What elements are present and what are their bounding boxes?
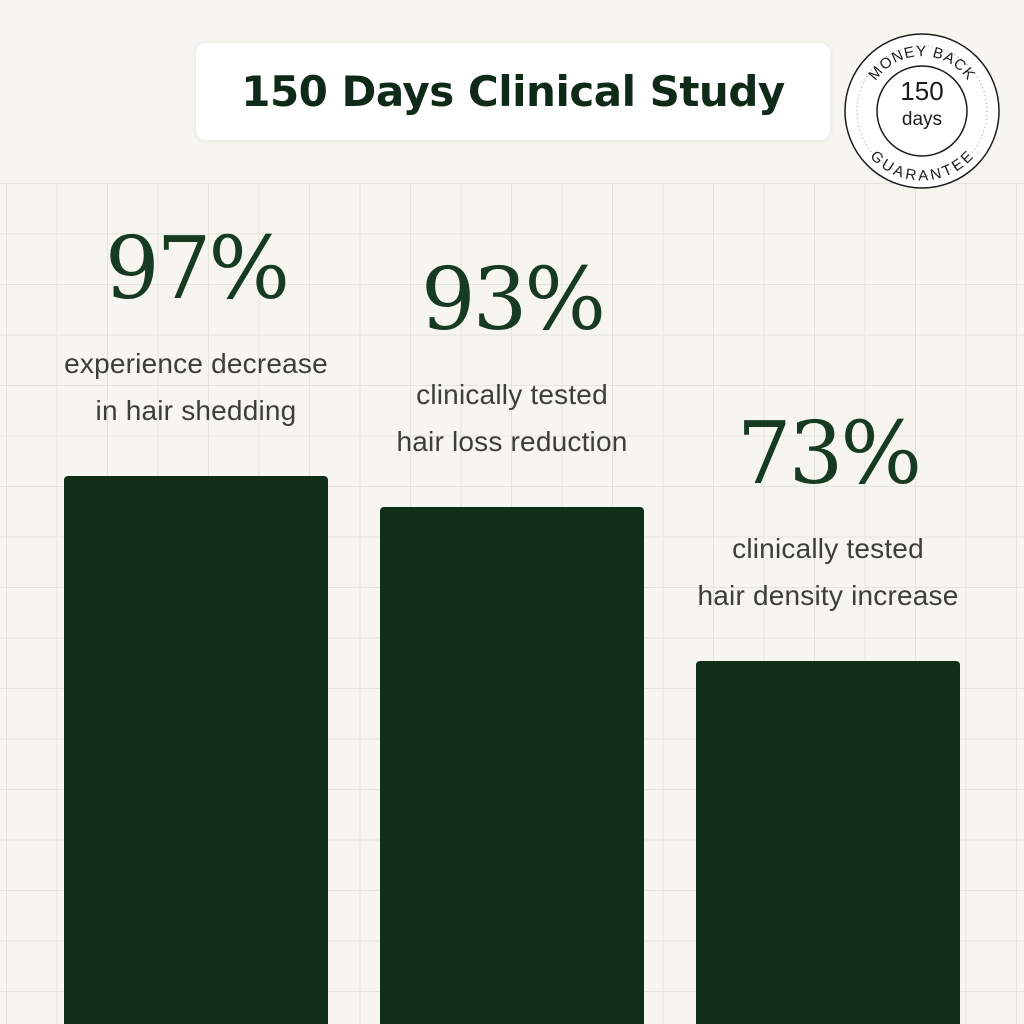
category-label-2-line-2: hair loss reduction — [396, 425, 628, 457]
bar-3 — [696, 661, 960, 1024]
badge-inner-ring — [876, 65, 968, 157]
value-label-2: 93% — [420, 249, 606, 350]
badge-unit: days — [902, 109, 942, 130]
bar-label-group-2: 93% clinically tested hair loss reduction — [352, 0, 672, 1024]
badge-outer-ring — [844, 33, 1000, 189]
value-label-3: 73% — [736, 404, 922, 504]
title-card: 150 Days Clinical Study — [196, 43, 830, 140]
category-label-1-line-1: experience decrease — [64, 348, 328, 379]
value-label-1: 97% — [104, 219, 290, 319]
badge-number: 150 — [900, 76, 943, 106]
bar-2 — [380, 506, 644, 1024]
money-back-guarantee-badge: MONEY BACK GUARANTEE 150 days — [844, 33, 1000, 189]
bar-1 — [64, 476, 328, 1024]
category-label-1-line-2: in hair shedding — [95, 395, 297, 426]
chart-title: 150 Days Clinical Study — [241, 67, 785, 116]
bar-label-group-1: 97% experience decrease in hair shedding — [36, 0, 356, 1024]
category-label-3-line-1: clinically tested — [732, 533, 924, 564]
bar-label-group-3: 73% clinically tested hair density increas… — [668, 0, 988, 1024]
category-label-2-line-1: clinically tested — [416, 378, 608, 410]
category-label-3-line-2: hair density increase — [697, 580, 959, 611]
badge-dotted-ring — [856, 45, 988, 177]
